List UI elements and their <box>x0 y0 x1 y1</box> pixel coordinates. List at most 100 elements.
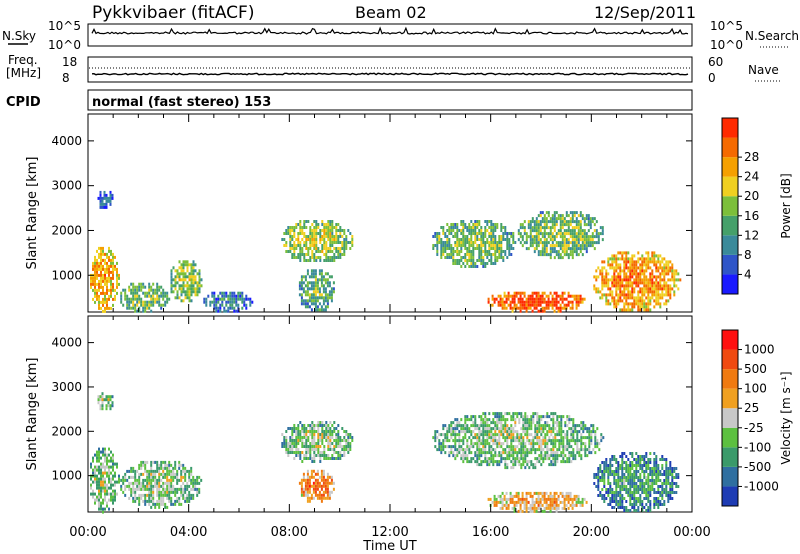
data-cell <box>548 415 551 419</box>
data-cell <box>579 250 582 254</box>
data-cell <box>595 269 598 273</box>
freq-right-tick-bottom: 0 <box>708 71 716 85</box>
data-cell <box>533 226 536 230</box>
data-cell <box>492 427 495 431</box>
data-cell <box>162 291 165 295</box>
data-cell <box>134 297 137 301</box>
data-cell <box>639 305 642 309</box>
data-cell <box>655 287 658 291</box>
data-cell <box>464 244 467 247</box>
data-cell <box>164 300 167 304</box>
data-cell <box>303 454 306 457</box>
data-cell <box>519 300 522 304</box>
data-cell <box>144 484 147 488</box>
data-cell <box>540 439 543 443</box>
data-cell <box>452 259 455 262</box>
data-cell <box>126 306 129 310</box>
data-cell <box>552 445 555 449</box>
data-cell <box>564 433 567 437</box>
data-cell <box>110 483 112 487</box>
data-cell <box>559 235 562 239</box>
data-cell <box>106 492 108 496</box>
data-cell <box>462 238 465 241</box>
data-cell <box>565 214 568 218</box>
data-cell <box>562 439 565 443</box>
data-cell <box>184 293 187 297</box>
data-cell <box>237 297 240 301</box>
data-cell <box>329 235 332 238</box>
data-cell <box>513 300 516 304</box>
data-cell <box>507 503 510 507</box>
data-cell <box>322 490 325 494</box>
data-cell <box>482 235 485 238</box>
data-cell <box>525 509 528 513</box>
data-cell <box>313 229 316 232</box>
data-cell <box>440 238 443 241</box>
data-cell <box>511 309 514 313</box>
data-cell <box>574 439 577 443</box>
data-cell <box>615 257 618 261</box>
data-cell <box>104 498 106 502</box>
data-cell <box>539 497 542 501</box>
data-cell <box>582 430 585 434</box>
data-cell <box>245 294 248 298</box>
data-cell <box>657 254 660 258</box>
data-cell <box>146 493 149 497</box>
data-cell <box>293 253 296 256</box>
data-cell <box>531 229 534 233</box>
data-cell <box>526 436 529 440</box>
data-cell <box>450 451 453 455</box>
data-cell <box>321 235 324 238</box>
data-cell <box>669 287 672 291</box>
data-cell <box>335 436 338 439</box>
data-cell <box>504 430 507 434</box>
data-cell <box>308 484 311 488</box>
data-cell <box>635 467 638 470</box>
data-cell <box>136 288 139 292</box>
data-cell <box>574 454 577 458</box>
data-cell <box>217 297 220 301</box>
data-cell <box>190 299 193 303</box>
data-cell <box>545 217 548 221</box>
data-cell <box>585 214 588 218</box>
data-cell <box>329 229 332 232</box>
data-cell <box>649 308 652 312</box>
data-cell <box>116 480 118 484</box>
data-cell <box>631 452 634 455</box>
data-cell <box>335 457 338 460</box>
data-cell <box>623 467 626 470</box>
data-cell <box>150 303 153 307</box>
data-cell <box>615 461 618 464</box>
data-cell <box>596 439 599 443</box>
data-cell <box>448 430 451 434</box>
data-cell <box>237 309 240 313</box>
data-cell <box>328 290 331 294</box>
data-cell <box>318 290 321 294</box>
data-cell <box>573 211 576 215</box>
data-cell <box>496 433 499 437</box>
data-cell <box>543 235 546 239</box>
data-cell <box>134 306 137 310</box>
data-cell <box>104 456 106 460</box>
data-cell <box>589 244 592 248</box>
data-cell <box>339 250 342 253</box>
data-cell <box>243 303 246 307</box>
data-cell <box>140 496 143 500</box>
data-cell <box>301 436 304 439</box>
data-cell <box>108 468 110 472</box>
data-cell <box>545 241 548 245</box>
data-cell <box>631 473 634 476</box>
data-cell <box>134 487 137 491</box>
data-cell <box>98 507 100 511</box>
data-cell <box>297 427 300 430</box>
data-cell <box>300 278 303 282</box>
data-cell <box>496 259 499 262</box>
data-cell <box>326 305 329 309</box>
data-cell <box>568 457 571 461</box>
data-cell <box>198 278 201 282</box>
data-cell <box>514 448 517 452</box>
data-cell <box>510 454 513 458</box>
data-cell <box>552 463 555 467</box>
data-cell <box>482 262 485 265</box>
data-cell <box>645 302 648 306</box>
